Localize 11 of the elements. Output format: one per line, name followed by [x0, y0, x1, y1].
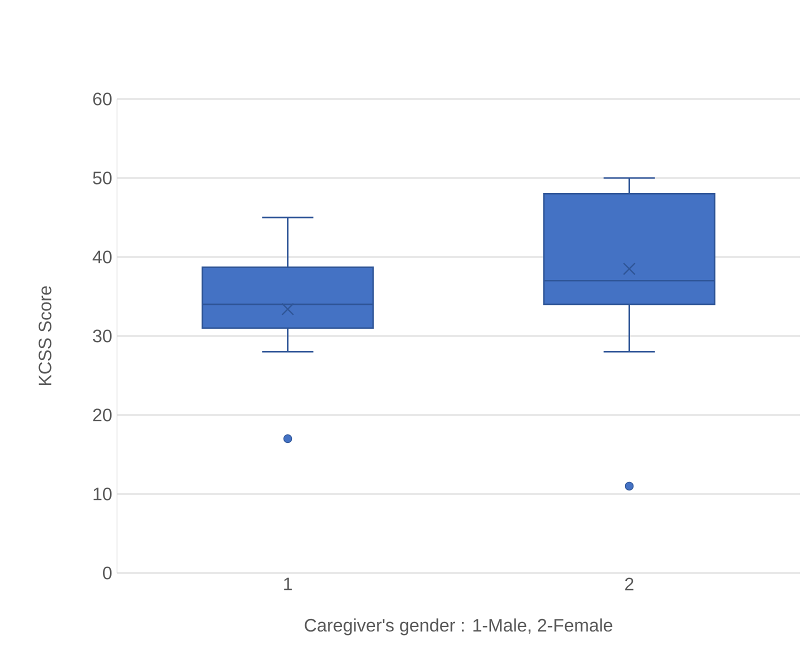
y-tick-label: 10 [94, 488, 112, 500]
x-tick-label: 1 [284, 578, 292, 590]
y-tick-label: 50 [92, 172, 112, 184]
y-axis-title: KCSS Score [38, 286, 52, 386]
y-tick-label: 20 [93, 408, 112, 422]
y-tick-label: 40 [92, 250, 112, 264]
y-tick-label: 30 [92, 330, 112, 342]
x-axis-title: Caregiver's gender : 1-Male, 2-Female [304, 618, 612, 636]
y-tick-label: 0 [102, 566, 112, 580]
y-tick-label: 60 [93, 92, 112, 106]
x-tick-label: 2 [625, 578, 634, 590]
